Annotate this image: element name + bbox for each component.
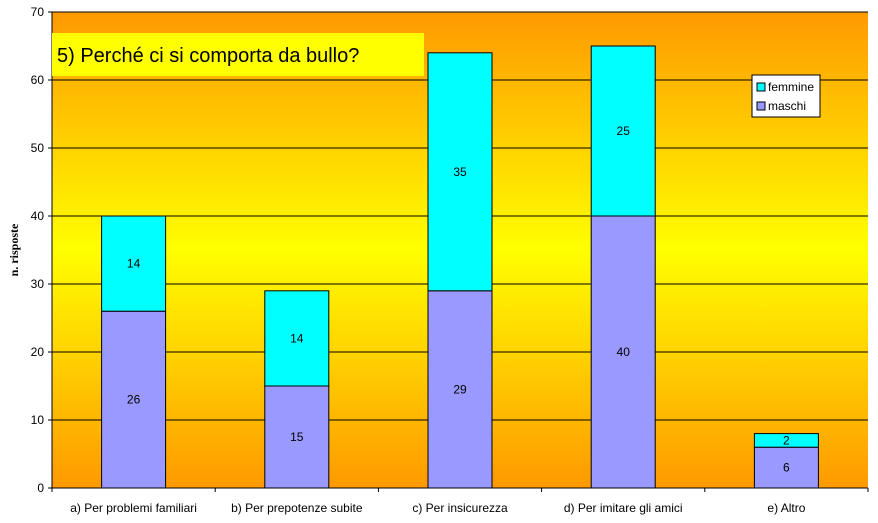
data-label: 15	[290, 430, 304, 444]
legend-swatch	[756, 82, 766, 92]
axes-group: 0 10 20 30 40 50 60 70 a) Per problemi familiari…	[31, 5, 869, 515]
x-category-label: c) Per insicurezza	[412, 501, 508, 515]
legend-swatch	[756, 101, 766, 111]
y-tick-label: 40	[31, 209, 45, 223]
y-tick-label: 30	[31, 277, 45, 291]
y-tick-label: 10	[31, 413, 45, 427]
bar-segment-femmine	[264, 290, 330, 387]
data-label: 40	[617, 345, 631, 359]
y-tick-label: 20	[31, 345, 45, 359]
title-background	[52, 33, 424, 76]
y-tick-label: 50	[31, 141, 45, 155]
bars-group: 26 14 15 14 29 35 40 25 6 2	[101, 45, 819, 489]
bar-segment-femmine	[590, 45, 656, 217]
bar-segment-femmine	[101, 215, 167, 312]
legend: femmine maschi	[751, 74, 821, 118]
data-label: 6	[783, 461, 790, 475]
chart-title: 5) Perché ci si comporta da bullo?	[57, 45, 359, 67]
data-label: 25	[617, 124, 631, 138]
data-label: 2	[783, 433, 790, 447]
x-category-label: e) Altro	[767, 501, 805, 515]
bar-segment-maschi	[590, 215, 656, 489]
y-axis-label: n. risposte	[7, 223, 21, 276]
data-label: 14	[290, 331, 304, 345]
chart-title-box: 5) Perché ci si comporta da bullo?	[52, 33, 424, 76]
legend-label: femmine	[768, 80, 814, 94]
data-label: 35	[453, 165, 467, 179]
data-label: 14	[127, 257, 141, 271]
bar-segment-femmine	[753, 433, 819, 448]
bar-segment-maschi	[753, 446, 819, 489]
x-category-label: a) Per problemi familiari	[70, 501, 197, 515]
x-category-label: b) Per prepotenze subite	[231, 501, 363, 515]
data-label: 29	[453, 382, 467, 396]
y-tick-label: 70	[31, 5, 45, 19]
legend-label: maschi	[768, 99, 806, 113]
data-label: 26	[127, 393, 141, 407]
bar-segment-femmine	[427, 52, 493, 292]
y-tick-label: 60	[31, 73, 45, 87]
x-category-label: d) Per imitare gli amici	[564, 501, 683, 515]
y-tick-label: 0	[37, 481, 44, 495]
